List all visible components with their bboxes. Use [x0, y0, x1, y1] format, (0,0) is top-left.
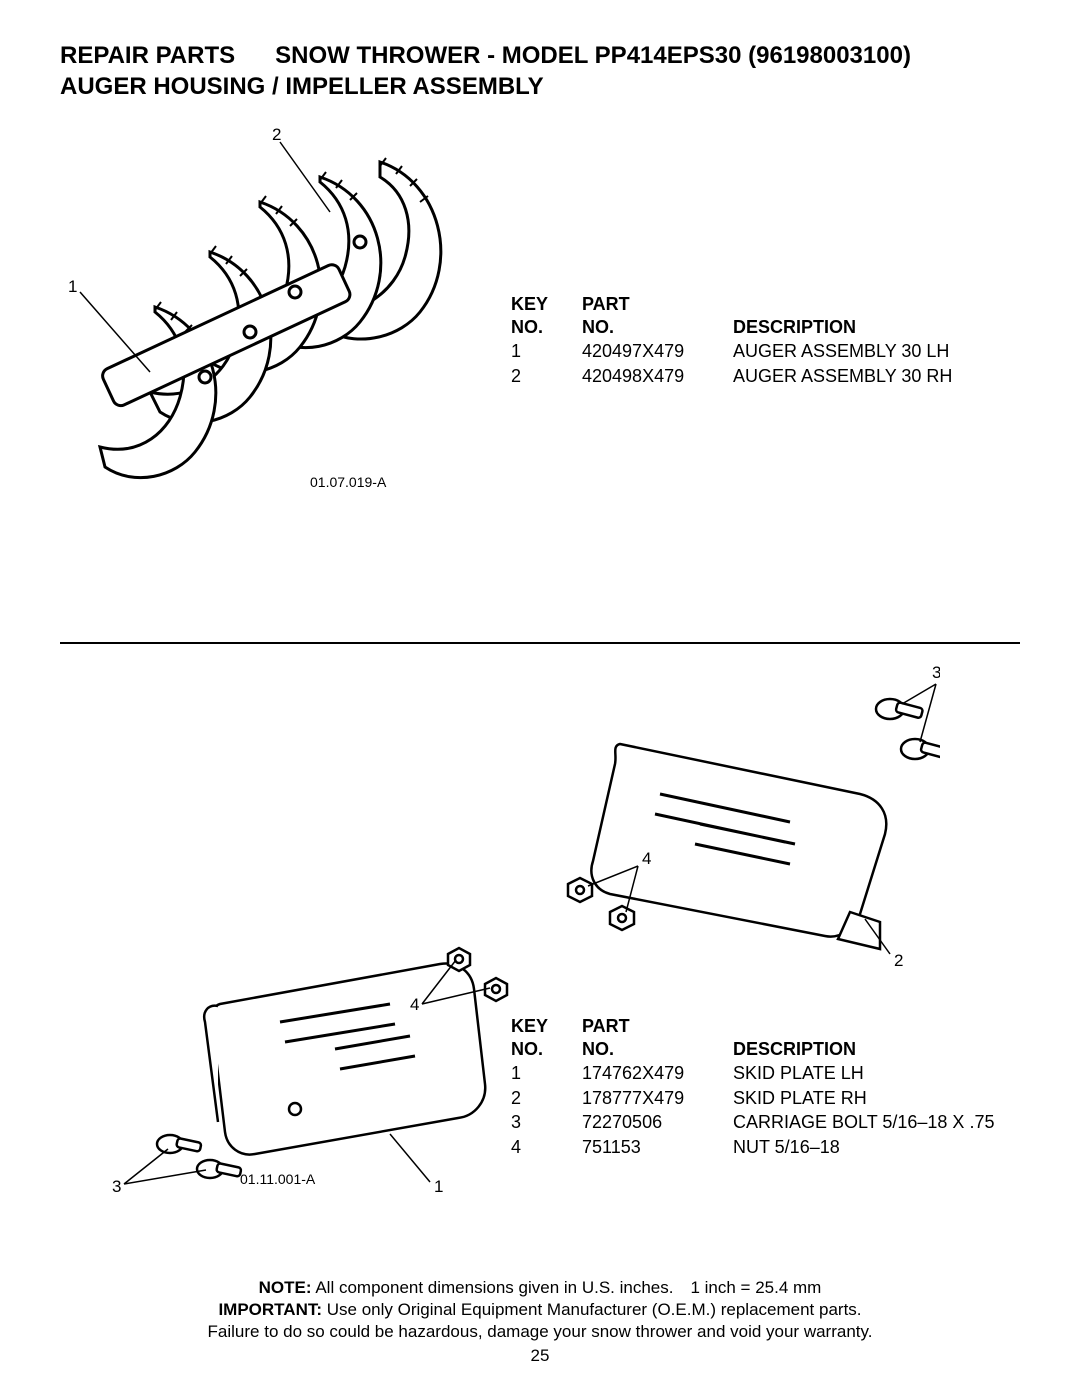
table-row: 2 420498X479 AUGER ASSEMBLY 30 RH: [510, 364, 972, 389]
section-auger: 1 2 01.07.019-A KEY NO. PART N: [60, 122, 1020, 642]
callout-1: 1: [68, 277, 77, 296]
table-row: 4 751153 NUT 5/16–18: [510, 1135, 1014, 1160]
page-number: 25: [0, 1345, 1080, 1367]
model-suffix: (96198003100): [748, 42, 911, 69]
repair-parts-label: REPAIR PARTS: [60, 40, 235, 71]
model-bold: PP414EPS30: [595, 42, 742, 69]
th-desc: DESCRIPTION: [732, 292, 972, 339]
note-text: All component dimensions given in U.S. i…: [315, 1278, 821, 1297]
important-text: Use only Original Equipment Manufacturer…: [327, 1300, 862, 1319]
th-key: KEY NO.: [510, 1014, 581, 1061]
section-skid-plate: 3 2 4 4 1 3 01.11.001-A KEY NO.: [60, 644, 1020, 1284]
note-label: NOTE:: [259, 1278, 312, 1297]
callout-3-top: 3: [932, 663, 940, 682]
callout-3-bottom: 3: [112, 1177, 121, 1194]
th-desc: DESCRIPTION: [732, 1014, 1014, 1061]
footer-warning-line: Failure to do so could be hazardous, dam…: [0, 1321, 1080, 1343]
header-line-1: REPAIR PARTS SNOW THROWER - MODEL PP414E…: [60, 40, 1020, 71]
th-key: KEY NO.: [510, 292, 581, 339]
footer-important-line: IMPORTANT: Use only Original Equipment M…: [0, 1299, 1080, 1321]
auger-parts-table: KEY NO. PART NO. DESCRIPTION 1 420497X47…: [510, 292, 972, 388]
header-subtitle: AUGER HOUSING / IMPELLER ASSEMBLY: [60, 71, 1020, 102]
footer-notes: NOTE: All component dimensions given in …: [0, 1277, 1080, 1367]
model-line: SNOW THROWER - MODEL PP414EPS30 (9619800…: [275, 40, 911, 71]
footer-note-line: NOTE: All component dimensions given in …: [0, 1277, 1080, 1299]
page-header: REPAIR PARTS SNOW THROWER - MODEL PP414E…: [60, 40, 1020, 102]
auger-diagram: 1 2 01.07.019-A: [60, 122, 500, 542]
table-row: 3 72270506 CARRIAGE BOLT 5/16–18 X .75: [510, 1110, 1014, 1135]
drawing-id-top: 01.07.019-A: [310, 474, 387, 490]
callout-4-mid: 4: [642, 849, 651, 868]
table-row: 2 178777X479 SKID PLATE RH: [510, 1086, 1014, 1111]
important-label: IMPORTANT:: [218, 1300, 322, 1319]
model-prefix: SNOW THROWER - MODEL: [275, 42, 588, 69]
callout-1-bottom: 1: [434, 1177, 443, 1194]
skid-plate-parts-table: KEY NO. PART NO. DESCRIPTION 1 174762X47…: [510, 1014, 1014, 1159]
table-row: 1 420497X479 AUGER ASSEMBLY 30 LH: [510, 339, 972, 364]
drawing-id-bottom: 01.11.001-A: [240, 1171, 316, 1187]
table-row: 1 174762X479 SKID PLATE LH: [510, 1061, 1014, 1086]
callout-2-right: 2: [894, 951, 903, 970]
th-part: PART NO.: [581, 292, 732, 339]
callout-2: 2: [272, 125, 281, 144]
callout-4-left: 4: [410, 995, 419, 1014]
page: REPAIR PARTS SNOW THROWER - MODEL PP414E…: [0, 0, 1080, 1397]
th-part: PART NO.: [581, 1014, 732, 1061]
